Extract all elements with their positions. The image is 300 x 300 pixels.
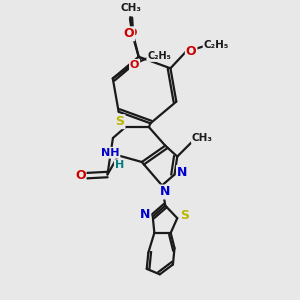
Text: H: H (115, 160, 124, 170)
Text: O: O (75, 169, 86, 182)
Text: S: S (180, 209, 189, 223)
Text: O: O (130, 60, 139, 70)
Text: N: N (140, 208, 150, 221)
Text: N: N (177, 166, 188, 179)
Text: S: S (116, 115, 124, 128)
Text: CH₃: CH₃ (121, 3, 142, 13)
Text: C₂H₅: C₂H₅ (204, 40, 229, 50)
Text: O: O (124, 27, 134, 40)
Text: NH: NH (101, 148, 119, 158)
Text: C₂H₅: C₂H₅ (147, 51, 171, 61)
Text: CH₃: CH₃ (192, 133, 213, 143)
Text: O: O (186, 45, 196, 58)
Text: O: O (128, 28, 137, 38)
Text: N: N (160, 185, 170, 199)
Text: CH₃: CH₃ (119, 5, 139, 15)
